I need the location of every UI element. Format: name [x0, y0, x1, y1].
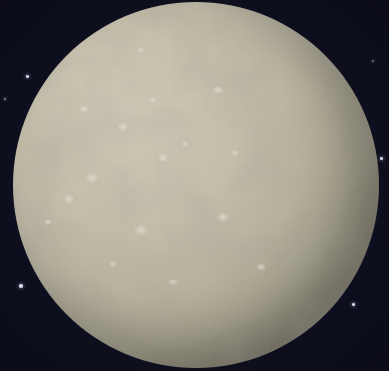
star	[4, 98, 6, 100]
star	[372, 60, 374, 62]
star	[380, 157, 383, 160]
star	[352, 303, 355, 306]
star	[26, 75, 29, 78]
moon	[13, 2, 379, 368]
craters	[43, 46, 267, 286]
moon-surface-texture	[13, 2, 379, 368]
star	[19, 284, 23, 288]
